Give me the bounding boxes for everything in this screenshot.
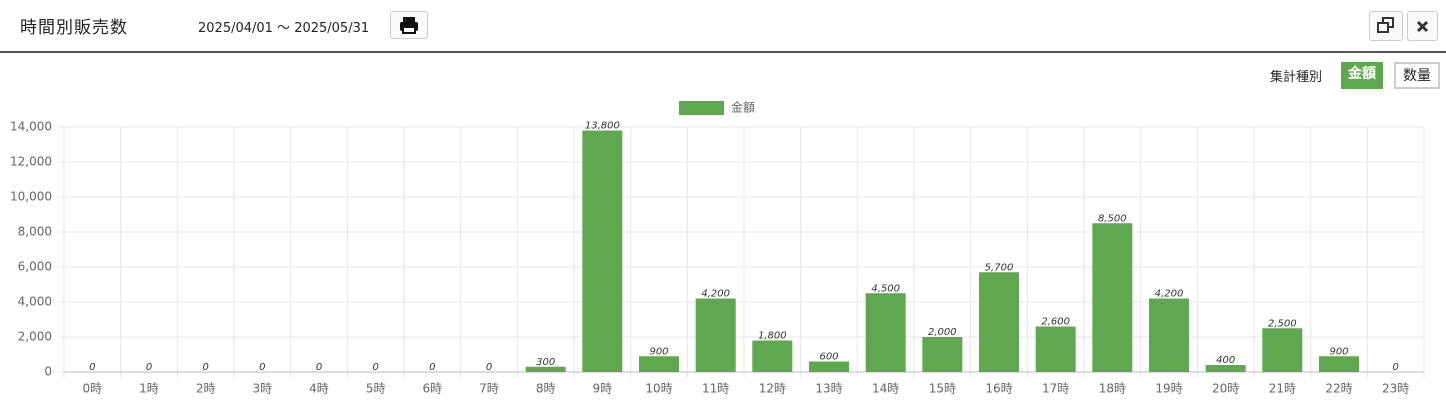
value-label: 0 — [146, 362, 152, 373]
value-label: 0 — [89, 362, 95, 373]
restore-icon — [1377, 17, 1394, 33]
value-label: 400 — [1216, 355, 1235, 366]
header: 時間別販売数 2025/04/01 ～ 2025/05/31 — [0, 0, 1446, 53]
value-label: 0 — [1392, 362, 1398, 373]
value-label: 2,600 — [1041, 317, 1070, 328]
value-label: 0 — [259, 362, 265, 373]
x-tick-label: 9時 — [593, 382, 613, 396]
value-label: 0 — [372, 362, 378, 373]
quantity-button[interactable]: 数量 — [1394, 62, 1440, 89]
bar — [582, 130, 623, 372]
value-label: 4,200 — [701, 289, 730, 300]
x-tick-label: 11時 — [702, 382, 729, 396]
y-tick-label: 6,000 — [18, 260, 52, 274]
print-icon — [400, 17, 418, 34]
x-tick-label: 16時 — [985, 382, 1012, 396]
value-label: 900 — [1329, 346, 1348, 357]
print-button[interactable] — [390, 11, 428, 39]
x-tick-label: 13時 — [815, 382, 842, 396]
bar — [1092, 223, 1133, 372]
value-label: 2,000 — [928, 327, 957, 338]
value-label: 600 — [819, 352, 838, 363]
value-label: 8,500 — [1098, 213, 1127, 224]
bar — [1149, 298, 1189, 372]
x-tick-label: 23時 — [1382, 382, 1409, 396]
restore-button[interactable] — [1369, 11, 1403, 41]
x-tick-label: 18時 — [1099, 382, 1126, 396]
bar — [1205, 365, 1246, 372]
x-tick-label: 14時 — [872, 382, 899, 396]
y-tick-label: 14,000 — [10, 120, 52, 134]
amount-button[interactable]: 金額 — [1341, 62, 1383, 89]
y-tick-label: 4,000 — [18, 295, 52, 309]
x-tick-label: 6時 — [423, 382, 443, 396]
close-button[interactable] — [1407, 11, 1438, 41]
bar — [1319, 356, 1359, 372]
x-tick-label: 12時 — [759, 382, 786, 396]
x-tick-label: 20時 — [1212, 382, 1239, 396]
value-label: 0 — [486, 362, 492, 373]
bar — [922, 337, 963, 372]
x-tick-label: 17時 — [1042, 382, 1069, 396]
y-tick-label: 8,000 — [18, 225, 52, 239]
x-tick-label: 15時 — [929, 382, 956, 396]
bar — [695, 298, 736, 372]
value-label: 4,200 — [1155, 289, 1184, 300]
value-label: 4,500 — [871, 283, 900, 294]
aggregation-label: 集計種別 — [1270, 70, 1323, 85]
x-tick-label: 10時 — [645, 382, 672, 396]
value-label: 0 — [202, 362, 208, 373]
x-tick-label: 19時 — [1155, 382, 1182, 396]
bar — [865, 293, 906, 372]
x-tick-label: 7時 — [479, 382, 499, 396]
value-label: 2,500 — [1268, 318, 1297, 329]
value-label: 13,800 — [585, 121, 620, 132]
legend-swatch — [679, 101, 724, 115]
y-tick-label: 2,000 — [18, 330, 52, 344]
x-tick-label: 1時 — [139, 382, 159, 396]
bar — [1035, 326, 1076, 372]
value-label: 0 — [316, 362, 322, 373]
value-label: 0 — [429, 362, 435, 373]
y-tick-label: 0 — [44, 365, 52, 379]
value-label: 5,700 — [985, 262, 1014, 273]
title: 時間別販売数 — [20, 18, 128, 38]
close-icon — [1416, 20, 1429, 33]
bar — [639, 356, 679, 372]
x-tick-label: 21時 — [1269, 382, 1296, 396]
x-tick-label: 0時 — [83, 382, 103, 396]
value-label: 300 — [536, 357, 555, 368]
bar — [809, 361, 849, 372]
x-tick-label: 22時 — [1325, 382, 1352, 396]
x-tick-label: 8時 — [536, 382, 556, 396]
date-range: 2025/04/01 ～ 2025/05/31 — [198, 21, 370, 36]
legend-label: 金額 — [731, 100, 755, 115]
y-tick-label: 12,000 — [10, 155, 52, 169]
x-tick-label: 4時 — [309, 382, 329, 396]
x-tick-label: 5時 — [366, 382, 386, 396]
bar — [1262, 328, 1303, 372]
bar — [752, 340, 793, 372]
x-tick-label: 3時 — [253, 382, 273, 396]
bar — [979, 272, 1019, 372]
bar — [525, 366, 566, 372]
x-tick-label: 2時 — [196, 382, 216, 396]
value-label: 1,800 — [758, 331, 787, 342]
y-tick-label: 10,000 — [10, 190, 52, 204]
value-label: 900 — [649, 346, 668, 357]
